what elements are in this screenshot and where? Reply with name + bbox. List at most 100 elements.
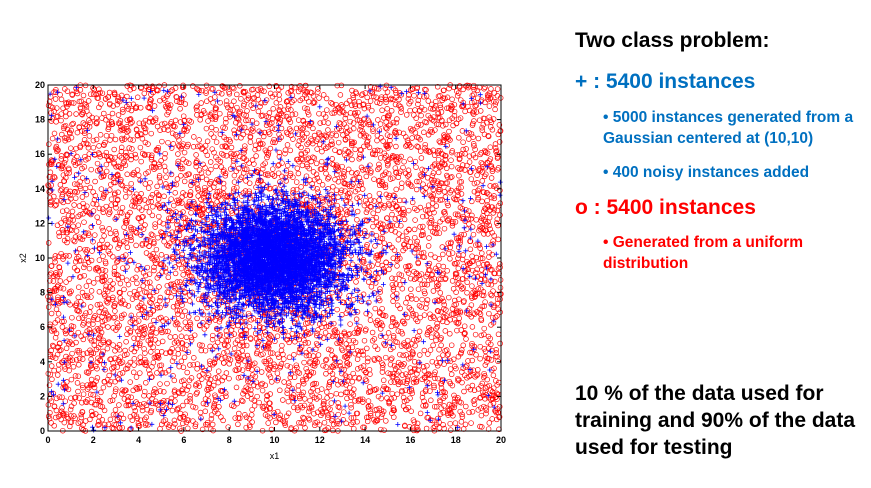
o-point <box>267 145 274 152</box>
o-point <box>456 135 462 141</box>
o-point <box>180 402 186 409</box>
o-point <box>423 425 430 432</box>
o-point <box>470 141 477 147</box>
o-point <box>131 356 138 362</box>
o-point <box>311 380 318 387</box>
o-point <box>205 392 211 398</box>
o-point <box>324 107 330 113</box>
o-point <box>334 82 341 89</box>
o-point <box>197 117 203 123</box>
o-point <box>241 166 248 172</box>
o-point <box>97 301 103 308</box>
o-point <box>447 427 454 433</box>
o-point <box>280 397 286 403</box>
o-point <box>381 427 387 433</box>
o-point <box>303 349 310 356</box>
o-point <box>83 283 90 289</box>
o-point <box>369 107 375 114</box>
o-point <box>451 392 457 399</box>
o-point <box>377 326 384 332</box>
o-point <box>249 419 255 425</box>
o-point <box>478 267 485 273</box>
o-point <box>84 178 91 185</box>
o-point <box>390 373 397 380</box>
o-point <box>100 384 107 391</box>
o-point <box>376 165 382 171</box>
o-point <box>459 286 465 292</box>
o-point <box>394 302 401 309</box>
o-point <box>114 375 121 381</box>
o-point <box>70 364 77 370</box>
o-point <box>103 117 109 123</box>
o-point <box>134 280 140 287</box>
o-point <box>371 198 377 204</box>
o-point <box>417 352 423 358</box>
o-point <box>492 101 499 107</box>
o-point <box>441 189 448 195</box>
o-point <box>453 289 459 295</box>
o-point <box>486 254 492 260</box>
o-point <box>416 178 423 185</box>
o-point <box>55 366 62 373</box>
o-point <box>487 144 494 150</box>
o-point <box>103 203 109 210</box>
o-point <box>54 372 61 378</box>
o-point <box>111 146 117 153</box>
o-point <box>203 125 210 132</box>
o-point <box>469 409 476 415</box>
o-point <box>58 96 65 103</box>
o-point <box>90 238 96 245</box>
o-point <box>81 264 87 271</box>
o-point <box>408 286 414 292</box>
o-point <box>202 408 209 415</box>
o-point <box>466 221 472 227</box>
o-point <box>237 176 243 183</box>
o-point <box>269 379 275 385</box>
o-point <box>447 317 453 323</box>
o-point <box>60 285 67 292</box>
o-point <box>86 265 93 272</box>
o-point <box>67 192 73 199</box>
o-point <box>234 91 240 98</box>
o-point <box>196 373 203 379</box>
o-point <box>293 125 300 132</box>
o-point <box>122 230 129 236</box>
o-point <box>443 121 449 128</box>
o-point <box>393 322 399 329</box>
o-point <box>404 314 411 321</box>
o-point <box>164 111 170 118</box>
o-point <box>442 328 449 334</box>
o-point <box>317 120 323 126</box>
o-point <box>243 166 250 172</box>
o-point <box>448 342 455 348</box>
o-point <box>63 345 70 352</box>
o-point <box>100 227 106 234</box>
o-point <box>47 169 54 176</box>
o-point <box>238 96 244 102</box>
o-point <box>133 127 140 133</box>
o-point <box>108 196 115 202</box>
o-point <box>178 358 185 365</box>
o-point <box>451 112 458 119</box>
o-point <box>48 310 55 317</box>
o-point <box>237 83 243 89</box>
o-point <box>423 305 429 311</box>
o-point <box>249 157 256 163</box>
o-point <box>172 421 178 427</box>
o-point <box>321 419 328 426</box>
o-point <box>372 243 378 249</box>
o-point <box>180 156 186 163</box>
o-point <box>222 125 228 131</box>
o-point <box>160 95 167 102</box>
o-point <box>428 327 434 333</box>
o-point <box>433 196 440 203</box>
o-point <box>473 217 479 223</box>
o-point <box>395 236 402 243</box>
o-point <box>149 192 156 198</box>
o-point <box>490 116 497 122</box>
o-point <box>81 272 87 279</box>
o-point <box>161 97 168 103</box>
o-point <box>274 333 281 339</box>
o-point <box>375 275 381 281</box>
o-point <box>100 173 107 180</box>
